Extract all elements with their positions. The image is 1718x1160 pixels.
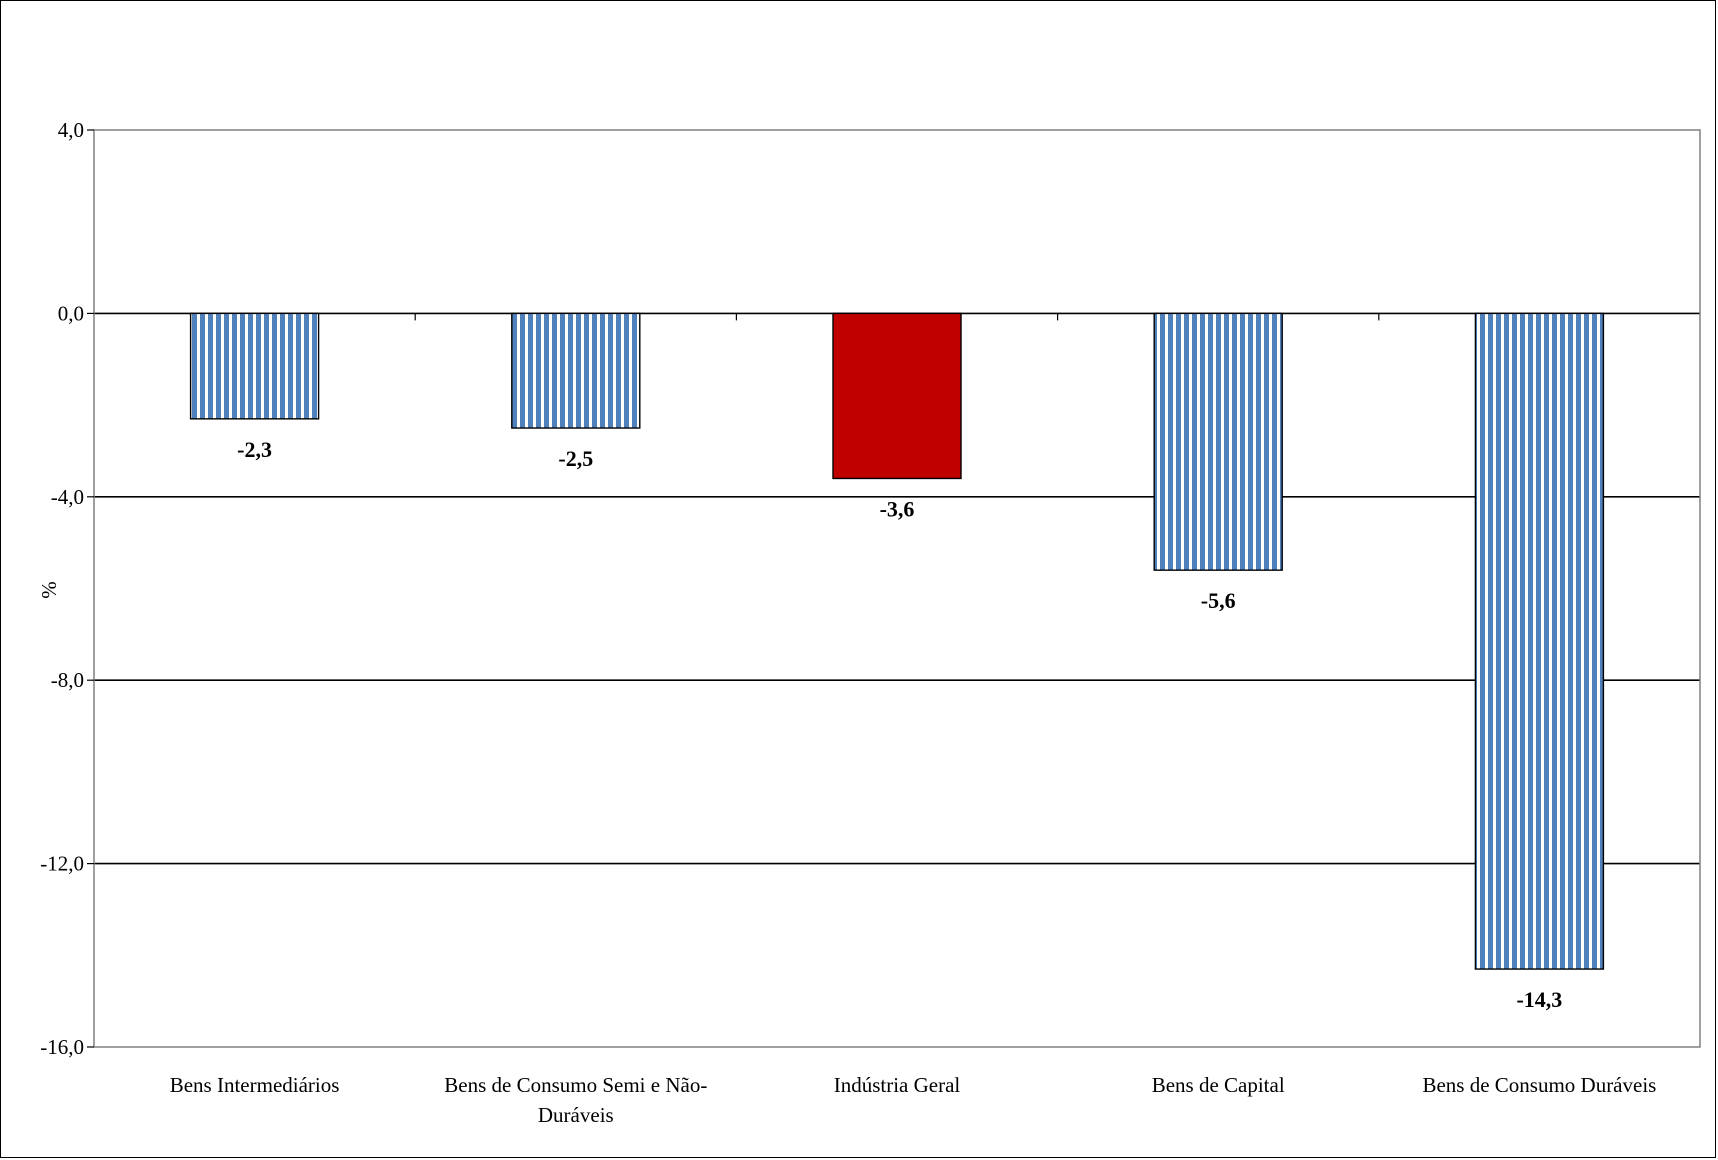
data-label: -14,3 bbox=[1516, 987, 1562, 1012]
bar-5 bbox=[1474, 312, 1605, 970]
data-label: -3,6 bbox=[880, 496, 915, 521]
bar-3 bbox=[832, 312, 962, 480]
category-label: Bens Intermediários bbox=[170, 1073, 340, 1097]
y-tick-label: -8,0 bbox=[51, 668, 84, 692]
category-label: Duráveis bbox=[538, 1103, 614, 1127]
plot-area-border bbox=[93, 129, 1701, 1048]
category-label: Bens de Capital bbox=[1152, 1073, 1285, 1097]
axes bbox=[87, 129, 1701, 1048]
y-tick-label: 0,0 bbox=[58, 301, 84, 325]
data-label: -2,3 bbox=[237, 437, 272, 462]
bars bbox=[189, 312, 1605, 970]
y-tick-label: -4,0 bbox=[51, 485, 84, 509]
bar-2 bbox=[511, 312, 641, 429]
data-label: -5,6 bbox=[1201, 588, 1236, 613]
y-tick-label: -12,0 bbox=[40, 852, 84, 876]
category-label: Indústria Geral bbox=[834, 1073, 961, 1097]
data-label: -2,5 bbox=[558, 446, 593, 471]
category-label: Bens de Consumo Duráveis bbox=[1422, 1073, 1656, 1097]
y-axis-label: % bbox=[37, 581, 61, 599]
category-label: Bens de Consumo Semi e Não- bbox=[444, 1073, 707, 1097]
bar-4 bbox=[1153, 312, 1283, 571]
bar-1 bbox=[189, 312, 320, 420]
y-tick-label: -16,0 bbox=[40, 1035, 84, 1059]
y-tick-label: 4,0 bbox=[58, 118, 84, 142]
labels: 4,0 0,0 -4,0 -8,0 -12,0 -16,0 -2,3 Bens Interme… bbox=[40, 118, 1656, 1127]
